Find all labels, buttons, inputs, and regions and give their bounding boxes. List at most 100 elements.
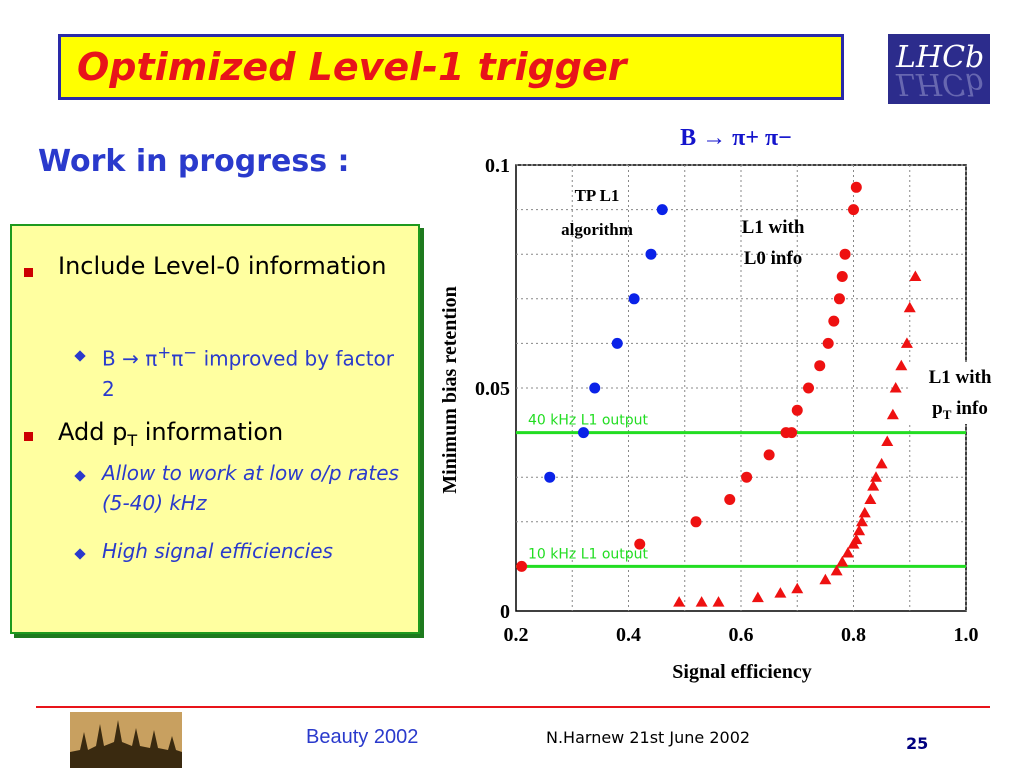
bullet-text: information (137, 418, 284, 446)
data-point-circle (828, 315, 840, 327)
annotation-l0-line1: L1 with (742, 217, 805, 238)
page-title: Optimized Level-1 trigger (77, 45, 627, 89)
y-axis-label: Minimum bias retention (439, 286, 461, 493)
data-point-circle (589, 382, 601, 394)
data-point-circle (578, 427, 589, 439)
subtitle: Work in progress : (38, 144, 350, 179)
data-point-circle (814, 360, 826, 372)
y-tick-label: 0.1 (485, 155, 510, 177)
bullet-2-sub-2: High signal efficiencies (102, 539, 333, 563)
data-point-triangle (895, 359, 908, 371)
data-point-circle (645, 248, 657, 260)
bullet-1-sub-1: B → π+π− improved by factor 2 (102, 338, 412, 404)
x-axis-label: Signal efficiency (672, 661, 811, 683)
cathedral-image (70, 712, 182, 768)
data-point-triangle (855, 515, 868, 527)
data-point-triangle (819, 573, 832, 585)
chart-title: B → π+ π− (680, 125, 792, 151)
page-number: 25 (906, 734, 929, 753)
charge-plus: + (157, 343, 172, 362)
data-point-circle (516, 560, 528, 572)
data-point-triangle (875, 457, 888, 469)
bullet-1: Include Level-0 information (58, 252, 387, 280)
data-point-triangle (841, 547, 854, 558)
data-point-triangle (903, 301, 916, 313)
data-point-triangle (867, 480, 880, 491)
annotation-tp-l1-line2: algorithm (561, 220, 633, 239)
data-point-circle (839, 248, 851, 260)
data-point-circle (786, 427, 798, 439)
data-point-circle (741, 471, 753, 483)
data-point-circle (544, 471, 556, 483)
data-point-circle (791, 404, 803, 416)
sub-text: B (102, 346, 123, 371)
data-point-circle (611, 337, 623, 349)
annotation-pt-sub: T (943, 407, 952, 422)
data-point-circle (763, 449, 775, 461)
data-point-circle (836, 271, 848, 282)
sub-text: improved by factor 2 (102, 346, 395, 401)
data-point-circle (822, 337, 834, 349)
bullet-square (24, 268, 33, 277)
arrow-pi: → π (122, 346, 158, 371)
data-point-triangle (836, 555, 849, 567)
efficiency-chart: B → π+ π− 40 kHz L1 output 10 kHz L1 outp… (439, 125, 1008, 683)
annotation-tp-l1-line1: TP L1 (575, 186, 620, 205)
data-points (516, 181, 922, 607)
x-tick-label: 0.4 (616, 624, 641, 646)
data-point-triangle (900, 337, 913, 348)
data-point-triangle (695, 596, 708, 607)
data-point-circle (634, 538, 646, 550)
data-point-circle (833, 293, 845, 305)
annotation-pt-line2: pT info (932, 398, 988, 422)
tick-labels: 0.2 0.4 0.6 0.8 1.0 0 0.05 0.1 (475, 155, 979, 646)
annotation-l0-line2: L0 info (744, 248, 803, 269)
annotation-pt-info: info (951, 398, 987, 419)
footer-author-date: N.Harnew 21st June 2002 (546, 728, 751, 747)
footer-conference: Beauty 2002 (306, 726, 419, 748)
reference-line-label: 40 kHz L1 output (528, 413, 649, 429)
bullet-square (24, 432, 33, 441)
data-point-triangle (864, 493, 877, 504)
logo-text: LHCb (896, 40, 985, 75)
title-banner: Optimized Level-1 trigger (58, 34, 844, 100)
x-tick-label: 1.0 (954, 624, 979, 646)
bullet-2: Add pT information (58, 414, 408, 459)
data-point-circle (656, 204, 668, 216)
data-point-triangle (673, 596, 686, 607)
bullet-text: Add p (58, 418, 128, 446)
cathedral-silhouette-icon (70, 712, 182, 768)
data-point-triangle (850, 533, 863, 545)
reference-line-label: 10 kHz L1 output (528, 546, 649, 562)
bullet-2-sub-1: Allow to work at low o/p rates (5-40) kH… (102, 461, 399, 515)
x-tick-label: 0.2 (504, 624, 529, 646)
data-point-circle (803, 382, 814, 394)
annotation-pt-bg (908, 362, 1008, 424)
data-point-triangle (909, 270, 922, 281)
x-tick-label: 0.6 (729, 624, 754, 646)
data-point-triangle (774, 587, 787, 598)
data-point-circle (848, 204, 859, 216)
data-point-triangle (881, 435, 894, 447)
data-point-circle (628, 293, 640, 305)
y-tick-label: 0 (500, 601, 510, 623)
data-point-circle (690, 516, 702, 528)
subscript-t: T (127, 430, 138, 450)
y-tick-label: 0.05 (475, 378, 510, 400)
data-point-triangle (870, 471, 882, 482)
data-point-triangle (853, 524, 866, 536)
x-tick-label: 0.8 (841, 624, 866, 646)
data-point-triangle (751, 591, 764, 603)
bullet-panel: Include Level-0 information B → π+π− imp… (10, 224, 420, 634)
reference-lines: 40 kHz L1 output 10 kHz L1 output (516, 413, 966, 568)
pi-symbol: π (171, 346, 184, 371)
data-point-triangle (858, 506, 871, 518)
annotation-pt-line1: L1 with (929, 367, 992, 388)
data-point-triangle (712, 596, 725, 607)
charge-minus: − (183, 343, 198, 362)
lhcb-logo: LHCb LHCb (888, 34, 990, 104)
data-point-triangle (889, 382, 902, 393)
footer-divider (36, 706, 990, 708)
data-point-triangle (830, 564, 843, 576)
data-point-triangle (886, 408, 899, 420)
